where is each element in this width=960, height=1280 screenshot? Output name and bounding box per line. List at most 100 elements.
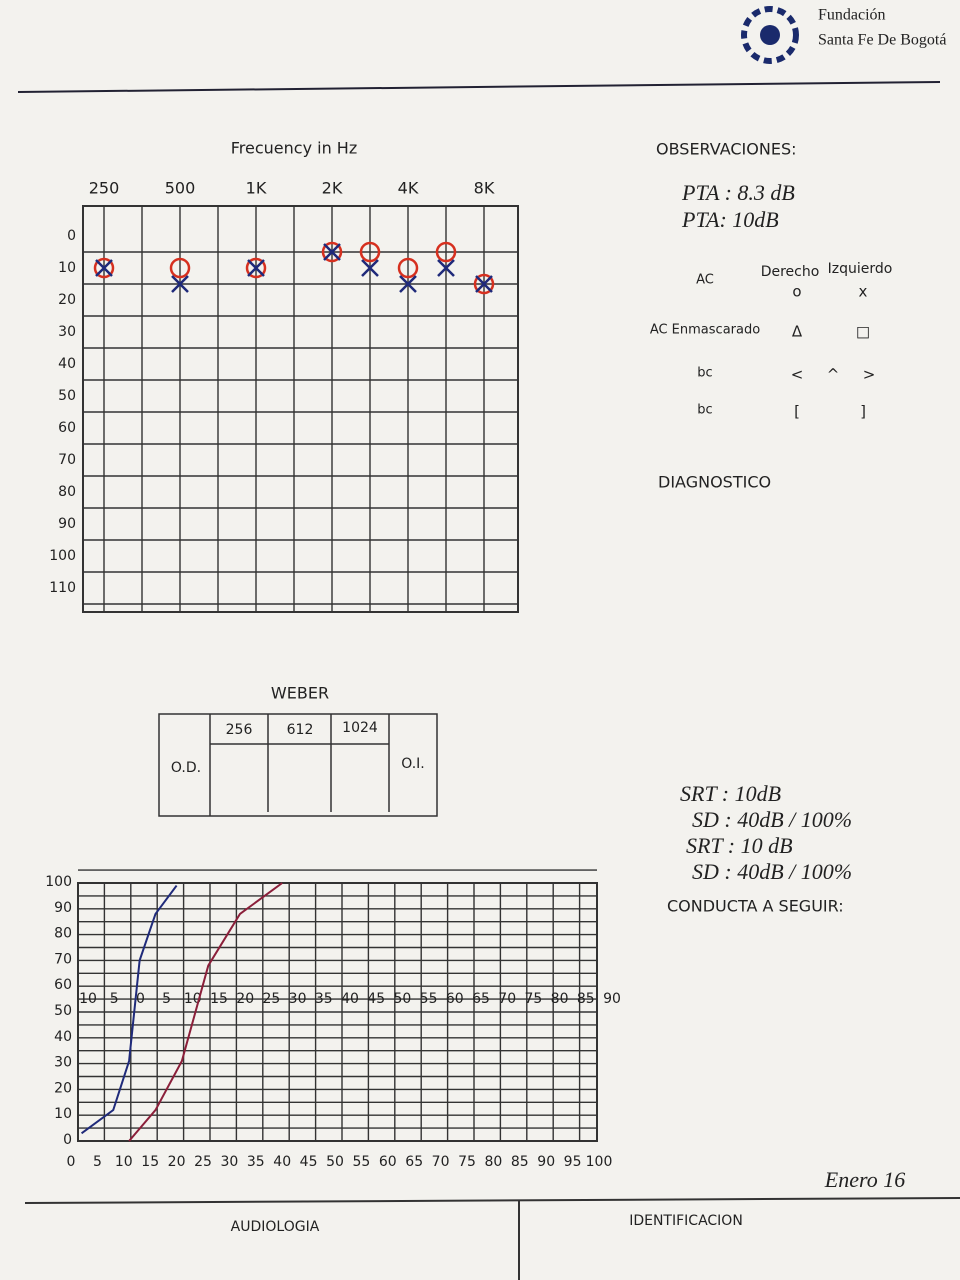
- inner-label: 10: [79, 991, 97, 1007]
- right-ear-mark: [169, 257, 191, 279]
- handwritten-note: PTA: 10dB: [681, 207, 779, 232]
- legend-header: Derecho: [761, 264, 820, 280]
- right-ear-mark: [397, 257, 419, 279]
- x-tick-label: 5: [93, 1154, 102, 1170]
- x-tick-label: 90: [537, 1154, 555, 1170]
- y-tick-label: 80: [58, 484, 76, 500]
- legend-symbol: ]: [860, 403, 866, 421]
- inner-label: 5: [110, 991, 119, 1007]
- legend-symbol: ^: [827, 366, 840, 384]
- x-tick-label: 8K: [474, 179, 495, 198]
- right-ear-mark: [93, 257, 115, 279]
- x-tick-label: 75: [458, 1154, 476, 1170]
- left-ear-mark: [361, 259, 379, 277]
- speech-curve: [80, 884, 178, 1135]
- footer-rule: [24, 1197, 960, 1204]
- x-tick-label: 80: [484, 1154, 502, 1170]
- x-tick-label: 45: [300, 1154, 318, 1170]
- handwritten-note: SRT : 10 dB: [686, 833, 793, 858]
- legend-symbol: Δ: [792, 323, 803, 341]
- inner-label: 50: [393, 991, 411, 1007]
- y-tick-label: 70: [54, 951, 72, 967]
- y-tick-label: 60: [54, 977, 72, 993]
- y-tick-label: 50: [54, 1003, 72, 1019]
- weber-col: 612: [287, 722, 314, 738]
- y-tick-label: 100: [45, 874, 72, 890]
- x-tick-label: 2K: [322, 179, 343, 198]
- audiogram-frame: [82, 205, 519, 613]
- y-tick-label: 20: [54, 1080, 72, 1096]
- legend-symbol: o: [792, 283, 801, 301]
- right-ear-mark: [473, 273, 495, 295]
- x-tick-label: 50: [326, 1154, 344, 1170]
- y-tick-label: 90: [58, 516, 76, 532]
- x-tick-label: 35: [247, 1154, 265, 1170]
- x-tick-label: 60: [379, 1154, 397, 1170]
- footer-label: AUDIOLOGIA: [231, 1219, 320, 1235]
- x-tick-label: 250: [89, 179, 120, 198]
- audiogram-title: Frecuency in Hz: [231, 139, 357, 158]
- legend-label: bc: [697, 366, 712, 381]
- y-tick-label: 80: [54, 926, 72, 942]
- org-name: Fundación: [818, 7, 886, 24]
- weber-col: 256: [226, 722, 253, 738]
- section-title: DIAGNOSTICO: [658, 473, 771, 492]
- x-tick-label: 500: [165, 179, 196, 198]
- y-tick-label: 10: [58, 260, 76, 276]
- x-tick-label: 40: [273, 1154, 291, 1170]
- date: Enero 16: [824, 1167, 905, 1192]
- speech-curve: [128, 882, 283, 1142]
- left-ear-mark: [475, 275, 493, 293]
- x-tick-label: 1K: [246, 179, 267, 198]
- x-tick-label: 0: [67, 1154, 76, 1170]
- x-tick-label: 20: [168, 1154, 186, 1170]
- x-tick-label: 95: [564, 1154, 582, 1170]
- inner-label: 65: [472, 991, 490, 1007]
- section-title: CONDUCTA A SEGUIR:: [667, 897, 844, 916]
- y-tick-label: 50: [58, 388, 76, 404]
- y-tick-label: 90: [54, 900, 72, 916]
- left-ear-mark: [399, 275, 417, 293]
- x-tick-label: 100: [586, 1154, 613, 1170]
- header-rule: [17, 81, 941, 93]
- inner-label: 55: [420, 991, 438, 1007]
- y-tick-label: 60: [58, 420, 76, 436]
- handwritten-note: SD : 40dB / 100%: [692, 807, 852, 832]
- inner-label: 20: [236, 991, 254, 1007]
- y-tick-label: 40: [54, 1029, 72, 1045]
- y-tick-label: 40: [58, 356, 76, 372]
- x-tick-label: 30: [220, 1154, 238, 1170]
- y-tick-label: 70: [58, 452, 76, 468]
- legend-label: AC: [696, 273, 714, 288]
- left-ear-mark: [247, 259, 265, 277]
- inner-label: 80: [551, 991, 569, 1007]
- y-tick-label: 30: [54, 1055, 72, 1071]
- legend-symbol: x: [859, 283, 868, 301]
- right-ear-mark: [359, 241, 381, 263]
- y-tick-label: 20: [58, 292, 76, 308]
- left-ear-mark: [437, 259, 455, 277]
- x-tick-label: 65: [405, 1154, 423, 1170]
- x-tick-label: 85: [511, 1154, 529, 1170]
- weber-side: O.D.: [171, 760, 201, 776]
- x-tick-label: 15: [141, 1154, 159, 1170]
- legend-symbol: [: [794, 403, 800, 421]
- legend-header: Izquierdo: [828, 261, 893, 277]
- inner-label: 0: [136, 991, 145, 1007]
- right-ear-mark: [245, 257, 267, 279]
- inner-label: 90: [603, 991, 621, 1007]
- legend-label: AC Enmascarado: [650, 323, 760, 338]
- right-ear-mark: [435, 241, 457, 263]
- x-tick-label: 55: [352, 1154, 370, 1170]
- y-tick-label: 100: [49, 548, 76, 564]
- org-name: Santa Fe De Bogotá: [818, 32, 946, 49]
- inner-label: 25: [262, 991, 280, 1007]
- x-tick-label: 4K: [398, 179, 419, 198]
- legend-symbol: >: [863, 366, 876, 384]
- weber-table: [158, 713, 438, 817]
- left-ear-mark: [95, 259, 113, 277]
- y-tick-label: 110: [49, 580, 76, 596]
- inner-label: 5: [162, 991, 171, 1007]
